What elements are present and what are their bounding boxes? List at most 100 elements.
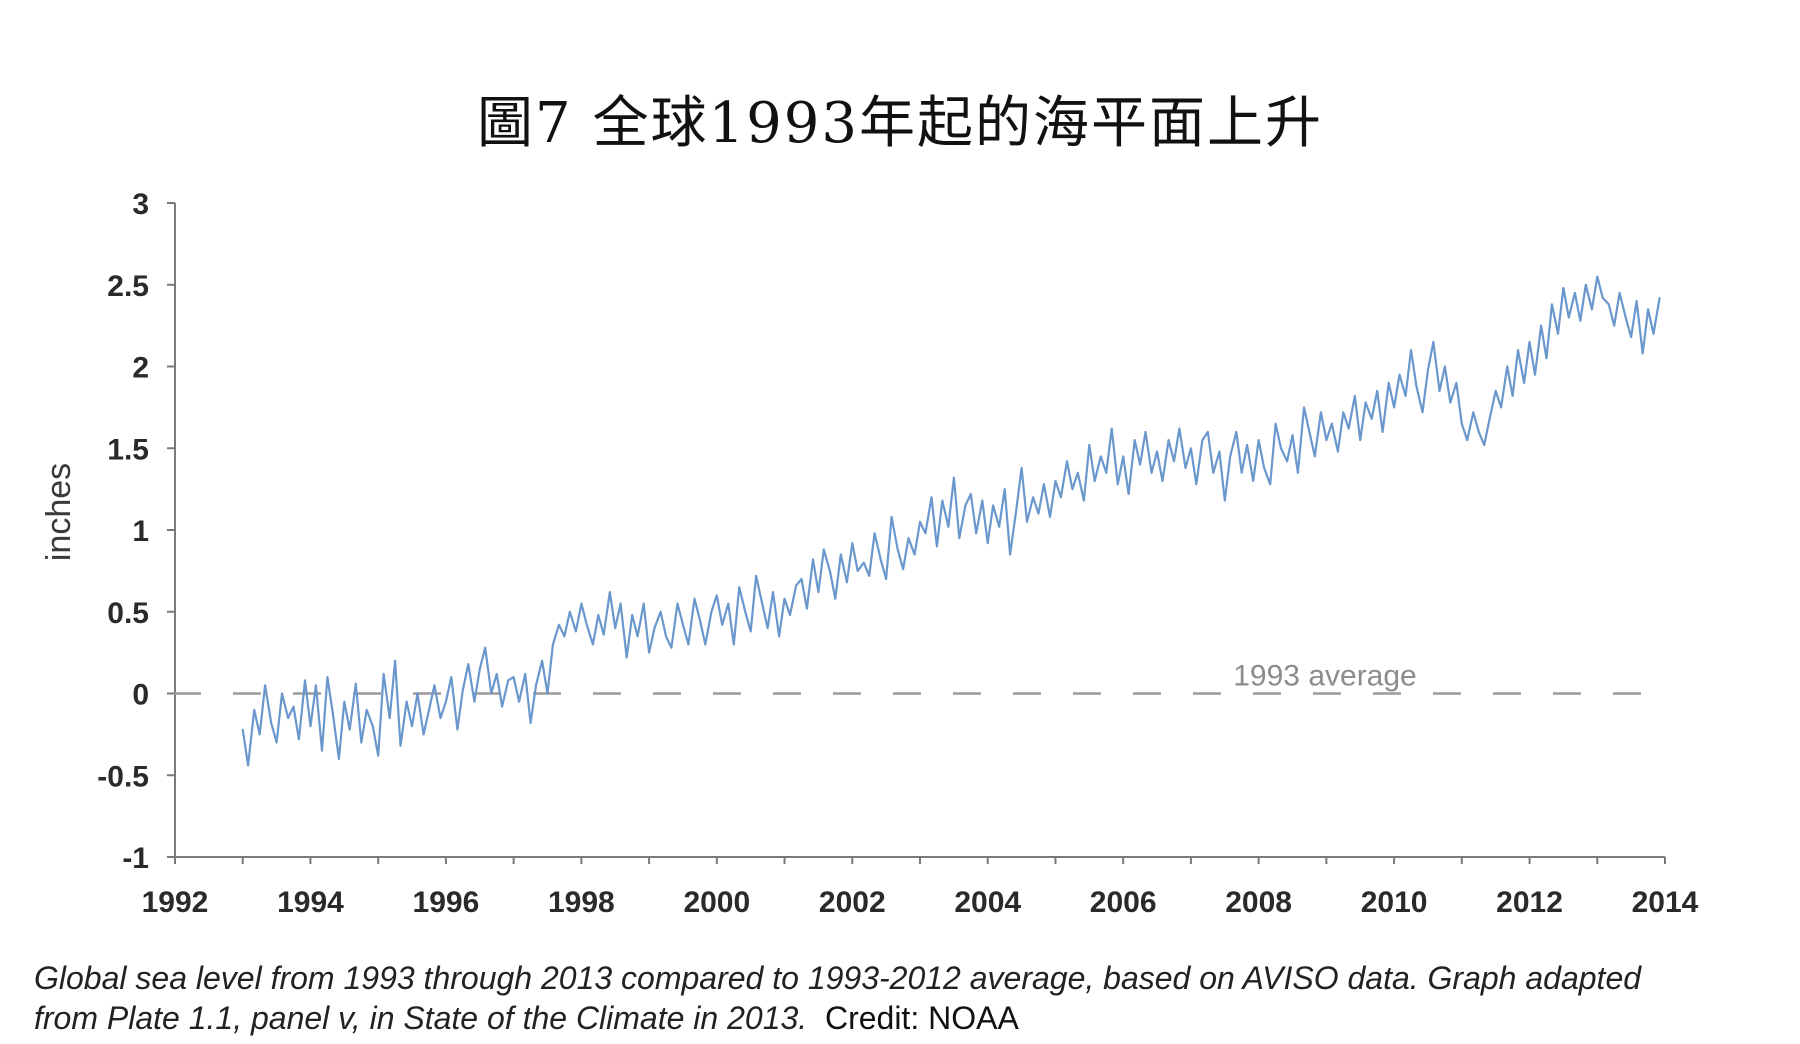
data-point xyxy=(919,520,921,523)
data-point xyxy=(1404,395,1407,397)
data-point xyxy=(1060,496,1062,499)
data-point xyxy=(546,692,549,695)
data-point xyxy=(360,741,363,744)
data-point xyxy=(315,684,317,687)
y-axis-label: inches xyxy=(40,463,78,561)
data-point xyxy=(817,591,820,593)
data-point xyxy=(873,532,876,535)
data-point xyxy=(1584,283,1587,286)
data-point xyxy=(936,545,938,548)
x-axis: 1992 1994 1996 1998 2000 2002 2004 2006 2008 2010… xyxy=(142,856,1699,919)
data-point xyxy=(766,627,769,629)
data-point xyxy=(1500,406,1502,409)
x-tick-label: 1992 xyxy=(142,886,209,919)
x-tick-label: 2010 xyxy=(1361,886,1428,919)
data-point xyxy=(1477,431,1480,433)
data-point xyxy=(287,717,289,719)
data-point xyxy=(1511,395,1514,397)
data-point xyxy=(1240,471,1243,474)
data-point xyxy=(1218,450,1221,453)
data-point xyxy=(856,570,859,572)
data-point xyxy=(1325,439,1328,441)
data-point xyxy=(428,709,430,711)
data-point xyxy=(812,558,814,561)
data-point xyxy=(1618,292,1621,294)
data-point xyxy=(552,643,554,646)
data-point xyxy=(941,499,944,502)
data-point xyxy=(1320,411,1322,414)
data-point xyxy=(529,722,532,724)
data-point xyxy=(1116,483,1119,486)
data-point xyxy=(665,635,667,638)
data-point xyxy=(1466,439,1469,441)
data-point xyxy=(585,623,588,626)
data-point xyxy=(1540,324,1542,327)
data-point xyxy=(592,643,594,646)
data-point xyxy=(986,542,989,544)
data-point xyxy=(1133,439,1136,441)
data-point xyxy=(1308,431,1311,433)
data-point xyxy=(642,602,645,605)
data-point xyxy=(1173,460,1175,463)
data-point xyxy=(738,586,741,589)
data-point xyxy=(405,700,408,703)
data-point xyxy=(1088,444,1091,446)
data-point xyxy=(1376,390,1379,392)
y-tick-label: -1 xyxy=(122,842,149,875)
data-point xyxy=(1398,373,1401,376)
data-point xyxy=(1110,427,1113,430)
data-point xyxy=(1009,553,1011,556)
data-point xyxy=(1049,516,1051,518)
data-point xyxy=(1291,434,1294,437)
data-point xyxy=(1415,385,1418,387)
data-point xyxy=(1557,332,1559,335)
data-point xyxy=(1410,349,1412,351)
data-point xyxy=(715,594,718,597)
data-point xyxy=(281,692,283,695)
data-point xyxy=(1201,439,1204,441)
x-tick-label: 1998 xyxy=(548,886,615,919)
data-point xyxy=(608,591,611,593)
data-point xyxy=(687,643,690,646)
data-point xyxy=(1342,411,1345,414)
data-point xyxy=(1567,316,1570,319)
data-point xyxy=(1613,324,1616,327)
data-point xyxy=(659,610,662,613)
data-point xyxy=(1630,336,1632,338)
data-point xyxy=(1257,439,1260,441)
y-tick-label: 0 xyxy=(132,679,149,712)
caption-credit: Credit: NOAA xyxy=(824,1000,1019,1036)
data-point xyxy=(1517,349,1519,351)
data-point xyxy=(518,700,520,703)
data-point xyxy=(484,646,487,649)
data-point xyxy=(1347,427,1350,430)
data-point xyxy=(1591,308,1593,311)
data-point xyxy=(1624,316,1627,319)
data-point xyxy=(969,493,972,495)
data-point xyxy=(433,684,436,687)
chart-title: 圖7 全球1993年起的海平面上升 xyxy=(477,91,1323,156)
data-point xyxy=(1313,455,1316,458)
data-point xyxy=(1579,319,1582,322)
data-point xyxy=(354,682,357,685)
data-point xyxy=(377,754,380,757)
x-tick-label: 1994 xyxy=(277,886,344,919)
data-point xyxy=(348,728,351,731)
data-point xyxy=(1263,467,1265,469)
data-point xyxy=(535,684,537,687)
data-point xyxy=(568,610,571,613)
data-point xyxy=(1444,365,1446,368)
data-point xyxy=(1483,444,1486,446)
data-point xyxy=(439,717,442,719)
data-point xyxy=(1528,341,1531,343)
data-point xyxy=(309,725,312,728)
x-tick-label: 2004 xyxy=(954,886,1021,919)
data-point xyxy=(1658,296,1661,299)
data-point xyxy=(839,553,842,556)
data-point xyxy=(1330,422,1333,425)
data-point xyxy=(1015,509,1018,512)
data-point xyxy=(704,643,707,646)
data-point xyxy=(1032,496,1034,499)
data-point xyxy=(1359,439,1362,441)
data-point xyxy=(1596,275,1599,278)
